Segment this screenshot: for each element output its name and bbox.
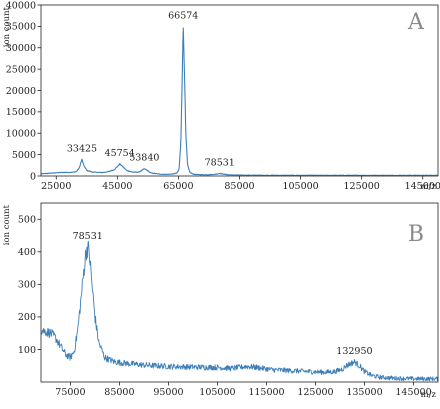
panel-a-xlabel: m/z	[421, 182, 437, 192]
panel-a-peak-label-0: 33425	[67, 143, 97, 154]
panel-b-series-0-line	[40, 240, 439, 382]
panel-a-letter: A	[407, 10, 425, 35]
panel-b-axes-frame	[40, 202, 439, 383]
panel-b-peak-label-1: 132950	[336, 346, 372, 357]
panel-b-xtick-label-0: 75000	[55, 387, 85, 398]
panel-a-xtick-label-5: 125000	[344, 181, 380, 192]
panel-a-xtick-label-0: 25000	[41, 181, 71, 192]
panel-a-peak-label-1: 45754	[105, 148, 135, 159]
panel-b-xtick-label-7: 145000	[395, 387, 431, 398]
panel-b-xlabel: m/z	[421, 390, 437, 400]
panel-b-ytick-label-1: 200	[18, 312, 36, 323]
panel-b-ytick-label-4: 500	[18, 215, 36, 226]
panel-b-xtick-label-1: 85000	[104, 387, 134, 398]
panel-b-xtick-label-2: 95000	[153, 387, 183, 398]
panel-a-ytick-label-8: 40000	[6, 0, 36, 11]
panel-a-peak-label-2: 53840	[129, 153, 159, 164]
panel-a-ytick-label-2: 10000	[6, 129, 36, 140]
panel-a-xtick-label-3: 85000	[224, 181, 254, 192]
panel-a-ytick-label-5: 25000	[6, 64, 36, 75]
panel-b-ylabel: ion count	[2, 204, 12, 245]
panel-b-xtick-label-6: 135000	[346, 387, 382, 398]
panel-a-ytick-label-1: 5000	[12, 150, 36, 161]
panel-a-xtick-label-1: 45000	[102, 181, 132, 192]
panel-a-ytick-label-4: 20000	[6, 86, 36, 97]
panel-a-ytick-label-7: 35000	[6, 22, 36, 33]
panel-a-axes-frame	[40, 4, 439, 177]
panel-b-peak-label-0: 78531	[73, 231, 103, 242]
panel-b-letter: B	[408, 222, 424, 247]
panel-a-xtick-label-6: 145000	[405, 181, 440, 192]
panel-a-ytick-label-6: 30000	[6, 43, 36, 54]
panel-a-ytick-label-0: 0	[30, 171, 36, 182]
panel-a-ytick-label-3: 15000	[6, 107, 36, 118]
panel-b-ytick-label-3: 400	[18, 247, 36, 258]
panel-a-peak-label-3: 66574	[168, 10, 198, 21]
panel-b-xtick-label-4: 115000	[248, 387, 284, 398]
panel-b-ytick-label-0: 100	[18, 345, 36, 356]
panel-a-series-0-line	[40, 27, 438, 177]
panel-b-xtick-label-5: 125000	[297, 387, 333, 398]
panel-b-xtick-label-3: 105000	[199, 387, 235, 398]
panel-b-ytick-label-2: 300	[18, 280, 36, 291]
panel-a-xtick-label-4: 105000	[282, 181, 318, 192]
panel-a-peak-label-4: 78531	[205, 157, 235, 168]
panel-a-ylabel: ion count	[2, 6, 12, 47]
panel-a-xtick-label-2: 65000	[163, 181, 193, 192]
